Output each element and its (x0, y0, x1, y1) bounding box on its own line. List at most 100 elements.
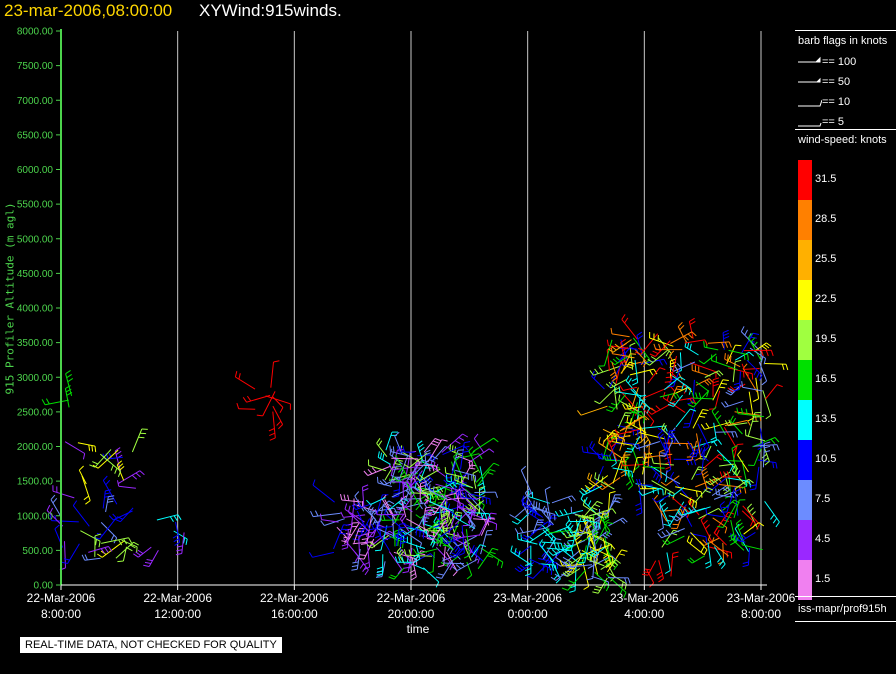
wind-barb (321, 519, 339, 523)
wind-barb-flag (756, 524, 760, 530)
wind-barb-flag (730, 532, 735, 539)
wind-barb-flag (749, 507, 754, 513)
wind-barb-flag (727, 354, 729, 361)
wind-barb-flag (104, 547, 109, 553)
wind-barb-flag (704, 490, 711, 494)
wind-barb-flag (485, 497, 488, 504)
wind-barb-flag (640, 394, 647, 397)
wind-barb-flag (174, 541, 180, 546)
wind-barb-flag (753, 332, 760, 335)
wind-barb (747, 337, 763, 363)
wind-barb-flag (770, 438, 776, 445)
y-tick-label: 5000.00 (17, 234, 54, 245)
wind-barb-flag (519, 527, 524, 533)
wind-barb (580, 405, 608, 416)
wind-barb-flag (592, 549, 598, 554)
wind-barb-flag (97, 553, 103, 558)
wind-barb-flag (560, 543, 564, 550)
wind-barb-flag (345, 533, 352, 536)
wind-barb-flag (610, 544, 616, 550)
wind-barb (385, 431, 393, 451)
wind-barb-flag (609, 434, 616, 438)
wind-barb-flag (85, 500, 91, 505)
wind-barb (732, 361, 736, 383)
wind-barb (131, 428, 143, 453)
wind-barb-flag (730, 415, 734, 422)
wind-barb-flag (614, 343, 620, 349)
wind-barb (758, 361, 768, 382)
wind-barb-flag (444, 537, 450, 543)
wind-barb (762, 390, 772, 416)
wind-barb (67, 543, 80, 564)
wind-barb-flag (588, 482, 595, 487)
wind-barb-flag (675, 388, 683, 391)
wind-barb-flag (63, 558, 70, 561)
wind-barb (97, 449, 119, 469)
wind-barb (764, 501, 780, 523)
wind-barb (408, 452, 428, 468)
wind-barb-flag (743, 353, 746, 360)
wind-barb (475, 462, 495, 483)
wind-barb-flag (711, 406, 717, 412)
wind-barb (312, 551, 335, 558)
wind-barb-flag (756, 372, 760, 379)
wind-barb-flag (173, 538, 180, 543)
wind-barb-flag (478, 487, 485, 492)
wind-barb-flag (663, 451, 669, 456)
speed-scale-label: 28.5 (815, 213, 837, 225)
wind-barb-flag (466, 574, 473, 580)
wind-barb-flag (705, 565, 712, 569)
y-tick-label: 7000.00 (17, 96, 54, 107)
wind-barb-flag (740, 326, 745, 332)
wind-barb-flag (453, 452, 459, 457)
axes: 22-Mar-2006 8:00:00 22-Mar-2006 12:00:00 22-… (17, 27, 796, 622)
quality-notice: REAL-TIME DATA, NOT CHECKED FOR QUALITY (19, 636, 283, 654)
wind-barb-flag (419, 531, 421, 538)
wind-barb-flag (408, 482, 411, 489)
wind-barb (611, 333, 630, 338)
wind-barb-flag (651, 407, 657, 413)
speed-scale-label: 25.5 (815, 253, 837, 265)
wind-barb-flag (359, 554, 366, 556)
wind-barb-flag (431, 531, 438, 534)
x-tick-label-date: 22-Mar-2006 (27, 591, 96, 605)
wind-barb-flag (737, 443, 744, 445)
wind-barb-flag (88, 444, 91, 451)
wind-barb-flag (586, 523, 592, 529)
wind-barb-flag (453, 532, 456, 539)
wind-barb-flag (509, 514, 516, 519)
wind-barb-flag (624, 577, 627, 584)
wind-barb-flag (393, 476, 399, 482)
wind-barb (701, 447, 706, 474)
wind-barb (371, 535, 390, 549)
wind-barb-flag (695, 392, 698, 399)
wind-barb-flag (396, 506, 403, 509)
wind-barb-flag (610, 562, 616, 568)
wind-barb-flag (456, 532, 461, 538)
wind-barb-flag (722, 519, 729, 522)
wind-barb-flag (568, 580, 575, 584)
wind-barb-flag (95, 539, 97, 546)
wind-barb-flag (397, 539, 399, 547)
wind-barb-flag (717, 439, 723, 445)
wind-barb-flag (320, 520, 325, 526)
speed-color-swatch (798, 400, 812, 440)
wind-barb-flag (46, 504, 51, 511)
speed-color-swatch (798, 280, 812, 320)
wind-barb (392, 516, 395, 539)
wind-barb (681, 507, 706, 516)
wind-barb-flag (102, 475, 108, 481)
wind-barb-flag (732, 534, 737, 541)
y-tick-label: 7500.00 (17, 61, 54, 72)
wind-barb-flag (722, 487, 729, 493)
wind-barb-flag (708, 478, 715, 483)
wind-barb-flag (442, 493, 447, 499)
wind-barb-flag (449, 444, 452, 451)
y-tick-label: 1500.00 (17, 477, 54, 488)
wind-barb-flag (598, 366, 604, 373)
wind-barb-flag (488, 516, 495, 519)
wind-barb (623, 442, 639, 446)
wind-barb-flag (687, 404, 694, 408)
wind-barb-flag (706, 390, 709, 397)
